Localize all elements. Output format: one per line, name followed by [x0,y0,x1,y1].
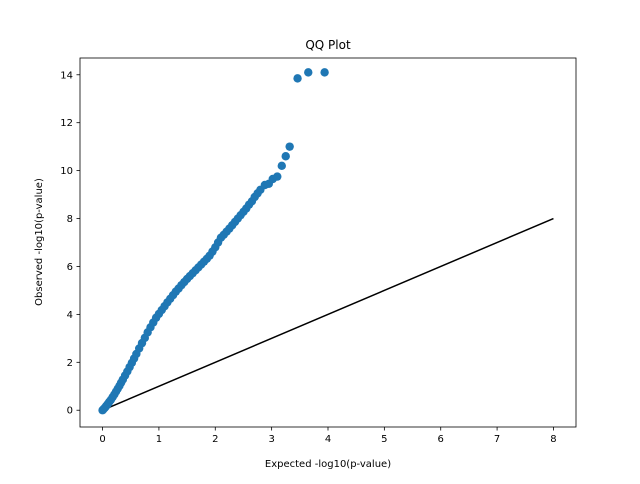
data-point [277,161,286,171]
x-axis: 0 1 2 3 4 5 6 7 8 [99,427,557,445]
data-point [293,74,302,83]
points-layer [98,68,329,415]
chart-title: QQ Plot [305,38,351,52]
reference-line-layer [102,217,554,411]
data-point [285,142,294,151]
reference-line [102,217,554,411]
x-tick-label: 4 [325,434,331,445]
y-tick-label: 2 [67,358,73,369]
x-tick-label: 3 [268,434,274,445]
x-tick-label: 2 [212,434,218,445]
y-tick-label: 14 [60,70,73,81]
y-tick-label: 6 [67,262,73,273]
x-tick-label: 5 [381,434,387,445]
plot-frame [79,57,577,428]
y-tick-label: 10 [60,166,73,177]
y-tick-label: 0 [67,406,73,417]
y-axis-label: Observed -log10(p-value) [34,178,45,306]
x-tick-label: 1 [156,434,162,445]
x-tick-label: 8 [550,434,556,445]
data-point [304,68,313,77]
y-tick-label: 4 [67,310,73,321]
data-point [281,152,290,161]
data-point [320,68,329,77]
data-point [273,172,282,181]
x-tick-label: 6 [438,434,444,445]
x-tick-label: 0 [99,434,105,445]
y-axis: 0 2 4 6 8 10 12 14 [60,70,80,417]
x-tick-label: 7 [494,434,500,445]
y-tick-label: 8 [67,214,73,225]
y-tick-label: 12 [60,118,73,129]
x-axis-label: Expected -log10(p-value) [265,459,391,470]
